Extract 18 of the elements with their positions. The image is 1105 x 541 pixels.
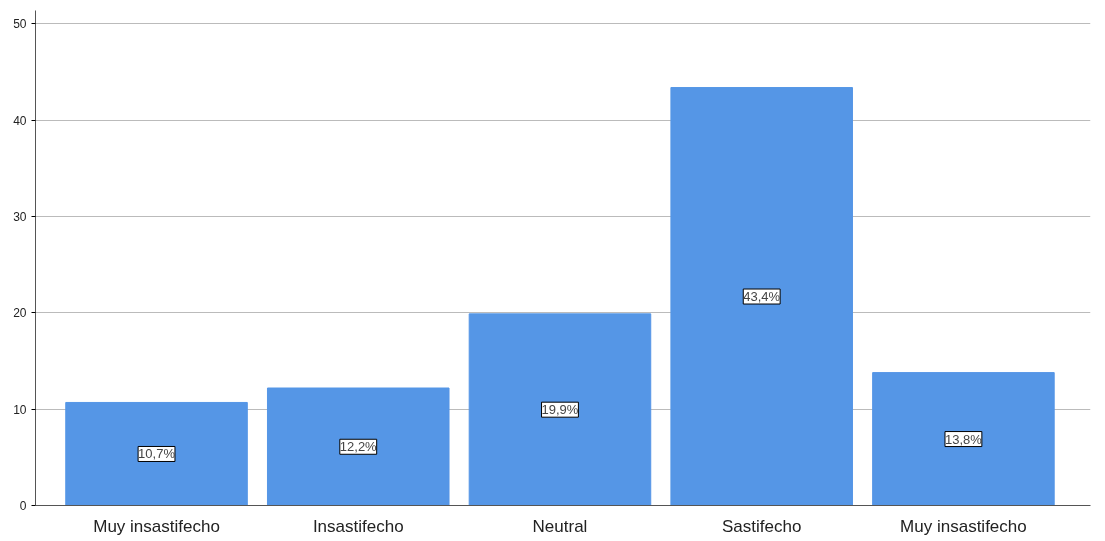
x-tick-label: Muy insastifecho [93, 516, 220, 536]
y-tick-label: 40 [13, 113, 27, 128]
y-tick-label: 50 [13, 17, 27, 32]
data-label: 19,9% [541, 402, 579, 418]
bar [65, 401, 248, 506]
y-tick-label: 10 [13, 402, 27, 417]
bar [468, 313, 652, 506]
x-tick-label: Insastifecho [312, 516, 404, 536]
x-tick-label: Neutral [532, 516, 588, 536]
bar [872, 372, 1055, 506]
x-tick-label: Muy insastifecho [900, 516, 1027, 536]
bar [266, 387, 450, 506]
y-tick-label: 20 [13, 306, 27, 321]
x-tick-label: Sastifecho [722, 516, 802, 536]
y-tick-label: 0 [19, 499, 27, 513]
bar [670, 87, 853, 506]
data-label: 12,2% [339, 439, 378, 455]
y-tick-label: 30 [13, 210, 27, 225]
